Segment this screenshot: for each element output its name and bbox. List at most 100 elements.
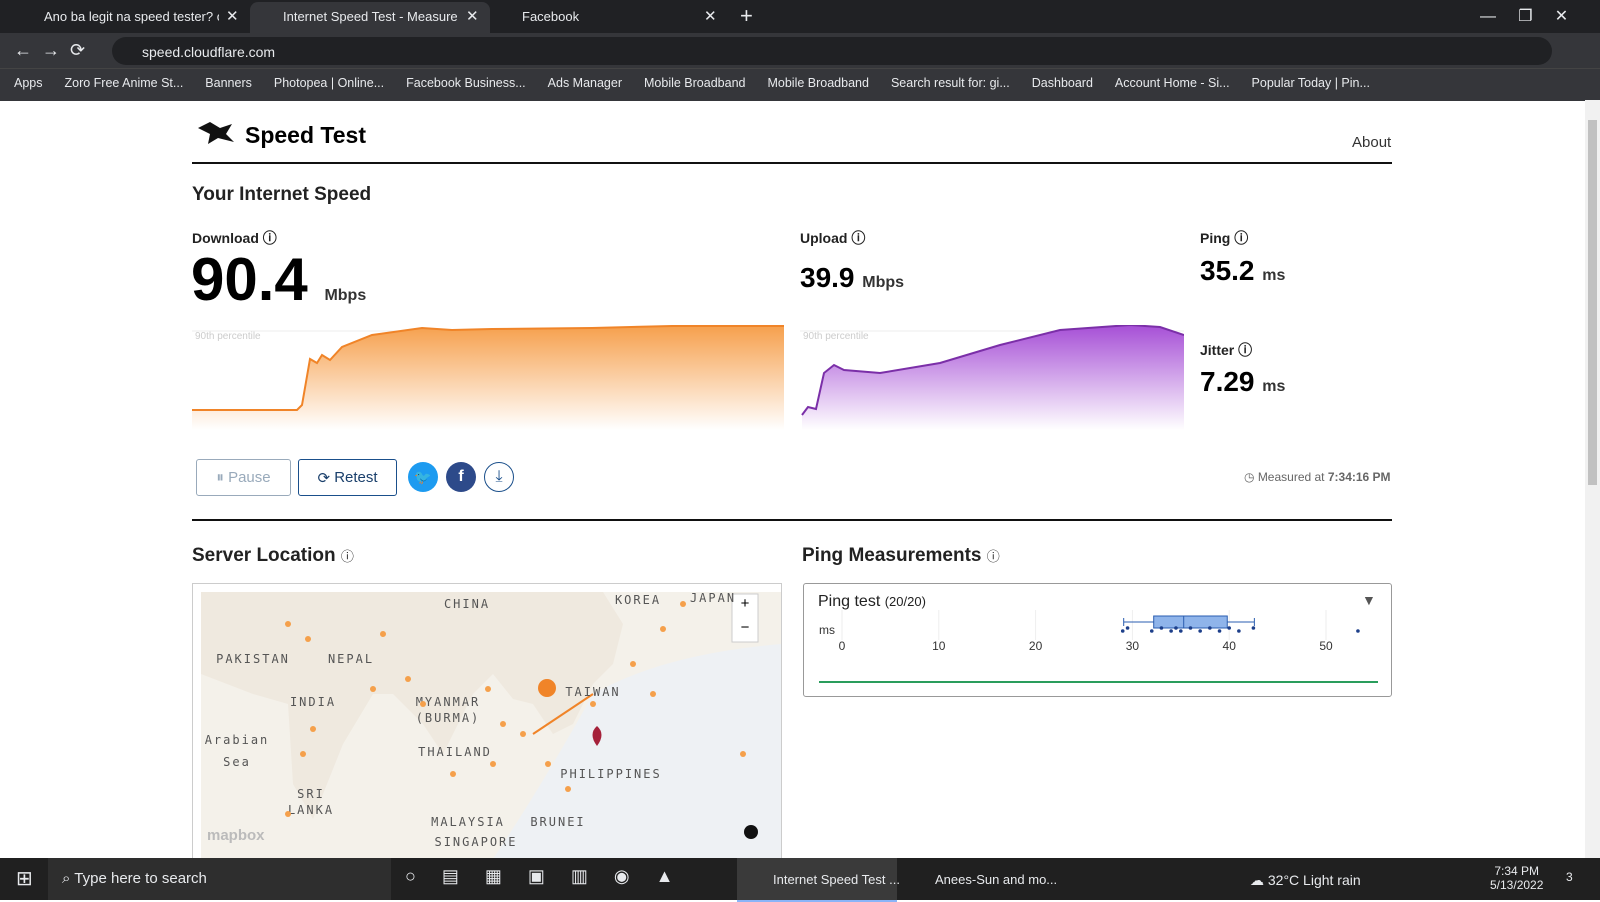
bookmark[interactable]: Facebook Business... (406, 76, 526, 90)
ping-test-label[interactable]: Ping test (20/20) (818, 593, 926, 611)
text: Server Location (192, 545, 336, 566)
map-label: SRI (297, 787, 325, 801)
scrollbar[interactable] (1585, 100, 1600, 858)
active-tab[interactable] (250, 2, 490, 33)
map-label: Sea (223, 755, 251, 769)
server-dot (305, 636, 311, 642)
task-label[interactable]: Internet Speed Test ... (773, 872, 900, 887)
task-label[interactable]: Anees-Sun and mo... (935, 872, 1058, 887)
zoom-out[interactable]: − (741, 619, 750, 636)
upload-sparkline: 90th percentile (800, 325, 1184, 430)
pause-button[interactable]: ⏸ Pause (196, 459, 291, 496)
map-label: NEPAL (328, 652, 374, 666)
bookmark[interactable]: Banners (205, 76, 252, 90)
nav-buttons[interactable]: ← → ⟳ (14, 40, 86, 60)
notifications[interactable]: 3 (1566, 870, 1573, 884)
close[interactable]: ✕ (226, 8, 239, 25)
map[interactable]: + − mapbox CHINA KOREA JAPAN PAKISTAN NEPAL I… (192, 583, 782, 860)
heading: Your Internet Speed (192, 184, 372, 205)
url[interactable]: speed.cloudflare.com (142, 44, 276, 60)
search[interactable]: ⌕ Type here to search (62, 870, 207, 887)
text: Ping (1200, 230, 1231, 246)
unit: ms (1262, 378, 1286, 395)
dropdown[interactable]: ▼ (1362, 592, 1376, 608)
rule (192, 519, 1392, 521)
tick-label: 20 (1029, 639, 1043, 653)
server-dot (420, 701, 426, 707)
ping-point (1208, 626, 1212, 630)
close[interactable]: ✕ (704, 8, 717, 25)
tab[interactable]: Internet Speed Test - Measure Ne (283, 9, 458, 24)
bookmark[interactable]: Photopea | Online... (273, 76, 385, 90)
clock[interactable]: 7:34 PM 5/13/2022 (1490, 864, 1543, 892)
map-label: KOREA (615, 593, 661, 607)
percentile-label: 90th percentile (803, 331, 869, 342)
server-dot (450, 771, 456, 777)
value: 90.4 (191, 246, 308, 313)
text: Retest (334, 469, 378, 486)
server-dot (500, 721, 506, 727)
facebook-share[interactable]: f (446, 462, 476, 492)
bookmark[interactable]: Dashboard (1031, 76, 1093, 90)
unit: ms (1262, 267, 1286, 284)
tab[interactable]: Ano ba legit na speed tester? oo (44, 9, 219, 24)
ping-point (1251, 626, 1256, 630)
nav-link[interactable]: About (1352, 134, 1392, 151)
download-results[interactable]: ⤓ (484, 462, 514, 492)
bookmark[interactable]: Mobile Broadband (767, 76, 869, 90)
metric-value: 35.2 ms (1200, 255, 1285, 287)
bookmark[interactable]: Zoro Free Anime St... (64, 76, 184, 90)
pinned-apps[interactable]: ○▤▦▣▥◉▲ (405, 866, 700, 886)
ping-panel (803, 583, 1392, 697)
bookmark[interactable]: Account Home - Si... (1114, 76, 1230, 90)
ping-point (1179, 629, 1183, 633)
bookmark[interactable]: Mobile Broadband (644, 76, 746, 90)
map-label: MALAYSIA (431, 815, 505, 829)
text: Upload (800, 230, 848, 246)
map-label: PHILIPPINES (560, 767, 661, 781)
close[interactable]: ✕ (466, 8, 479, 25)
map-label: LANKA (288, 803, 334, 817)
server-dot (380, 631, 386, 637)
text: Ping test (818, 593, 881, 610)
tick-label: 0 (839, 639, 846, 653)
attribution: mapbox (207, 827, 265, 844)
server-dot (650, 691, 656, 697)
tick-label: 30 (1126, 639, 1140, 653)
server-dot (630, 661, 636, 667)
omnibox[interactable] (112, 37, 1552, 65)
value: 7.29 (1200, 366, 1255, 397)
zoom-in[interactable]: + (741, 595, 750, 612)
tab[interactable]: Facebook (522, 9, 580, 24)
server-dot (285, 621, 291, 627)
map-label: (BURMA) (416, 711, 481, 725)
server-dot (660, 626, 666, 632)
ping-point (1188, 626, 1193, 630)
server-dot (740, 751, 746, 757)
search-box[interactable] (48, 858, 391, 900)
server-dot (485, 686, 491, 692)
bookmark[interactable]: Popular Today | Pin... (1251, 76, 1370, 90)
map-label: THAILAND (418, 745, 492, 759)
start[interactable]: ⊞ (16, 868, 33, 890)
text: Ping Measurements (802, 545, 982, 566)
bookmark[interactable]: Apps (14, 76, 43, 90)
twitter-share[interactable]: 🐦 (408, 462, 438, 492)
metric-label: Upload ⓘ (800, 230, 866, 246)
bookmark[interactable]: Search result for: gi... (890, 76, 1010, 90)
weather[interactable]: ☁ 32°C Light rain (1250, 872, 1361, 888)
new-tab[interactable]: + (740, 3, 753, 28)
server-dot (565, 786, 571, 792)
ping-point (1237, 629, 1241, 633)
ping-point (1198, 629, 1202, 633)
tick-label: 10 (932, 639, 946, 653)
text: Pause (228, 469, 271, 486)
bookmark[interactable]: Ads Manager (547, 76, 623, 90)
retest-button[interactable]: ⟳ Retest (298, 459, 397, 496)
site-title: Speed Test (245, 122, 366, 148)
server-dot (310, 726, 316, 732)
unit: Mbps (324, 287, 367, 304)
map-label: SINGAPORE (434, 835, 517, 849)
window-controls[interactable]: — ❐ ✕ (1480, 8, 1569, 25)
